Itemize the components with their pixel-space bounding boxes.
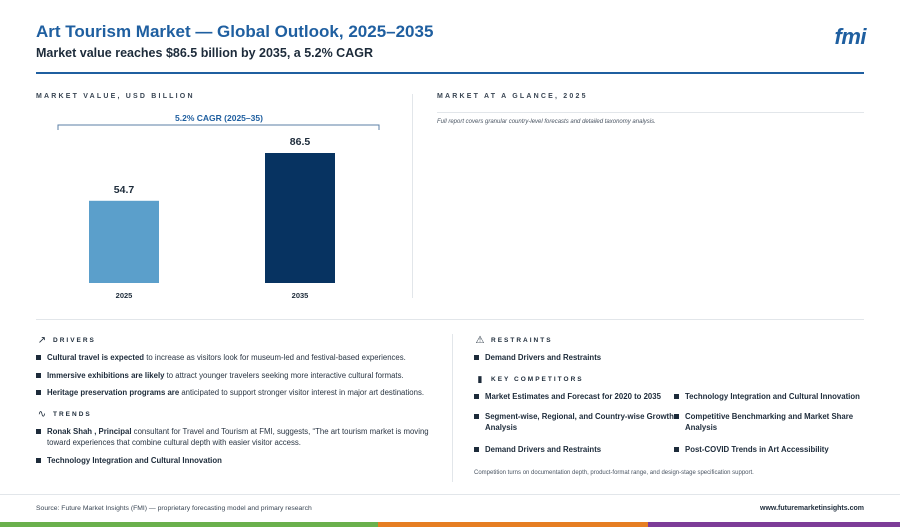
fmi-logo: fmi (834, 24, 867, 49)
website-link[interactable]: www.futuremarketinsights.com (760, 505, 864, 512)
bar-2035 (265, 153, 335, 283)
competitors-grid: Market Estimates and Forecast for 2020 t… (474, 391, 864, 455)
trends-list: Ronak Shah , Principal consultant for Tr… (36, 426, 436, 466)
competitors-header: ▮ KEY COMPETITORS (474, 374, 584, 385)
list-item: Segment-wise, Regional, and Country-wise… (474, 411, 674, 444)
header-divider (36, 72, 864, 74)
page-title: Art Tourism Market — Global Outlook, 202… (36, 22, 434, 41)
trend-arrow-icon: ↗ (37, 335, 47, 346)
source-note: Source: Future Market Insights (FMI) — p… (36, 505, 312, 512)
drivers-header: ↗ DRIVERS (36, 335, 96, 346)
competitors-label: KEY COMPETITORS (491, 376, 584, 383)
list-item: Demand Drivers and Restraints (474, 352, 864, 363)
mid-divider (36, 319, 864, 320)
trends-header: ∿ TRENDS (36, 409, 92, 420)
list-item: Post-COVID Trends in Art Accessibility (674, 444, 864, 455)
cagr-bracket (57, 124, 380, 130)
restraints-label: RESTRAINTS (491, 337, 553, 344)
footer-divider (0, 494, 900, 495)
trends-label: TRENDS (53, 411, 92, 418)
list-item: Market Estimates and Forecast for 2020 t… (474, 391, 674, 411)
list-item: Technology Integration and Cultural Inno… (36, 455, 436, 466)
drivers-label: DRIVERS (53, 337, 96, 344)
data-label-2035: 86.5 (290, 136, 311, 148)
bars-layer: 54.7 2025 86.5 2035 (89, 136, 335, 300)
lower-divider (452, 334, 453, 482)
stripe-segment (648, 522, 900, 527)
list-item: Technology Integration and Cultural Inno… (674, 391, 864, 411)
competitors-note: Competition turns on documentation depth… (474, 470, 754, 476)
bar-2025 (89, 200, 159, 283)
footer-color-stripe (0, 522, 900, 527)
list-item: Immersive exhibitions are likely to attr… (36, 370, 436, 381)
glance-section-label: MARKET AT A GLANCE, 2025 (437, 93, 588, 100)
pulse-icon: ∿ (37, 409, 47, 420)
data-label-2025: 54.7 (114, 184, 135, 196)
page-subtitle: Market value reaches $86.5 billion by 20… (36, 46, 373, 60)
cagr-annotation: 5.2% CAGR (2025–35) (175, 113, 263, 123)
tick-label-2025: 2025 (116, 291, 133, 300)
restraints-header: ⚠ RESTRAINTS (474, 335, 553, 346)
list-item: Competitive Benchmarking and Market Shar… (674, 411, 864, 444)
glance-divider (437, 112, 864, 113)
list-item: Ronak Shah , Principal consultant for Tr… (36, 426, 436, 448)
drivers-list: Cultural travel is expected to increase … (36, 352, 436, 398)
stripe-segment (0, 522, 378, 527)
glance-note: Full report covers granular country-leve… (437, 119, 656, 125)
section-divider (412, 94, 413, 298)
market-value-chart: 5.2% CAGR (2025–35) 54.7 2025 86.5 2035 (57, 113, 380, 300)
list-item: Demand Drivers and Restraints (474, 444, 674, 455)
stripe-segment (378, 522, 648, 527)
tick-label-2035: 2035 (292, 291, 309, 300)
restraints-list: Demand Drivers and Restraints (474, 352, 864, 363)
chart-section-label: MARKET VALUE, USD BILLION (36, 93, 195, 100)
bar-chart-icon: ▮ (477, 374, 483, 384)
list-item: Heritage preservation programs are antic… (36, 387, 436, 398)
warning-icon: ⚠ (475, 335, 485, 346)
list-item: Cultural travel is expected to increase … (36, 352, 436, 363)
